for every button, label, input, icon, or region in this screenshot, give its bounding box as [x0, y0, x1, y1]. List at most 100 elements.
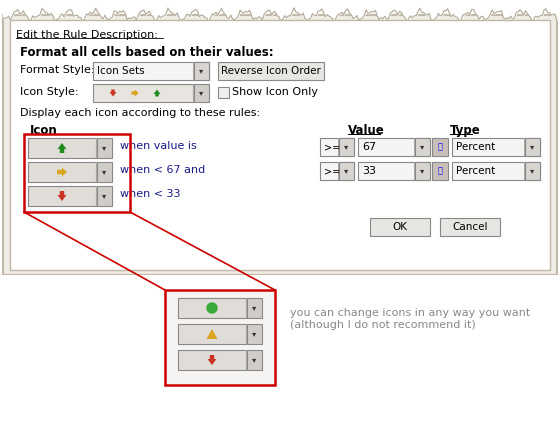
- Bar: [178, 324, 246, 344]
- Text: 33: 33: [362, 166, 376, 176]
- Bar: [96, 162, 97, 182]
- Text: ▾: ▾: [199, 88, 204, 98]
- Bar: [194, 62, 209, 80]
- Bar: [339, 138, 354, 156]
- Text: Show Icon Only: Show Icon Only: [232, 87, 318, 97]
- Polygon shape: [58, 191, 67, 201]
- Text: ▾: ▾: [102, 144, 106, 152]
- Bar: [358, 162, 430, 180]
- Text: ▾: ▾: [420, 166, 424, 176]
- Polygon shape: [110, 90, 116, 96]
- Bar: [247, 324, 262, 344]
- Text: ▾: ▾: [199, 67, 203, 75]
- Text: ▾: ▾: [253, 355, 256, 365]
- Bar: [525, 162, 540, 180]
- Bar: [414, 162, 415, 180]
- Text: Type: Type: [450, 124, 480, 137]
- Text: Edit the Rule Description:: Edit the Rule Description:: [16, 30, 158, 40]
- Text: ▾: ▾: [530, 166, 534, 176]
- Text: ▾: ▾: [344, 142, 348, 152]
- Text: you can change icons in any way you want
(although I do not recommend it): you can change icons in any way you want…: [290, 308, 530, 330]
- Bar: [414, 138, 415, 156]
- Bar: [165, 290, 275, 385]
- Text: ▾: ▾: [102, 168, 106, 176]
- Bar: [246, 350, 247, 370]
- Bar: [28, 138, 96, 158]
- Text: Reverse Icon Order: Reverse Icon Order: [221, 66, 321, 76]
- Circle shape: [207, 303, 217, 313]
- Bar: [193, 84, 194, 102]
- Bar: [28, 186, 96, 206]
- Bar: [432, 138, 448, 156]
- Text: Value: Value: [348, 124, 385, 137]
- Bar: [178, 350, 246, 370]
- Bar: [178, 298, 246, 318]
- Bar: [524, 162, 525, 180]
- Text: 🖉: 🖉: [437, 142, 442, 152]
- Text: Icon Sets: Icon Sets: [97, 66, 144, 76]
- Bar: [415, 162, 430, 180]
- Text: Display each icon according to these rules:: Display each icon according to these rul…: [20, 108, 260, 118]
- Text: Icon: Icon: [30, 124, 58, 137]
- Polygon shape: [153, 90, 161, 96]
- Text: ▾: ▾: [253, 304, 256, 312]
- Text: 67: 67: [362, 142, 376, 152]
- Text: >=: >=: [324, 142, 340, 152]
- Bar: [247, 350, 262, 370]
- Polygon shape: [132, 90, 138, 96]
- Text: Icon Style:: Icon Style:: [20, 87, 78, 97]
- Text: >=: >=: [324, 166, 340, 176]
- Bar: [93, 62, 209, 80]
- Bar: [218, 87, 229, 98]
- Bar: [320, 138, 354, 156]
- Bar: [246, 324, 247, 344]
- Text: Cancel: Cancel: [452, 222, 488, 232]
- Bar: [440, 218, 500, 236]
- Bar: [320, 162, 354, 180]
- Bar: [193, 62, 194, 80]
- Bar: [96, 186, 97, 206]
- Text: OK: OK: [393, 222, 408, 232]
- Bar: [247, 298, 262, 318]
- Text: ▾: ▾: [420, 142, 424, 152]
- Polygon shape: [58, 143, 67, 153]
- Text: Format Style:: Format Style:: [20, 65, 95, 75]
- Bar: [93, 84, 193, 102]
- Text: when < 33: when < 33: [120, 189, 180, 199]
- Bar: [338, 162, 339, 180]
- Text: when value is: when value is: [120, 141, 197, 151]
- Bar: [524, 138, 525, 156]
- Bar: [194, 84, 209, 102]
- Polygon shape: [57, 168, 67, 176]
- Bar: [452, 138, 540, 156]
- Bar: [96, 138, 97, 158]
- Bar: [452, 162, 540, 180]
- Polygon shape: [207, 329, 217, 339]
- Bar: [525, 138, 540, 156]
- Text: ▾: ▾: [102, 192, 106, 200]
- Text: Format all cells based on their values:: Format all cells based on their values:: [20, 46, 274, 59]
- Text: ▾: ▾: [344, 166, 348, 176]
- Bar: [97, 138, 112, 158]
- Bar: [24, 134, 130, 212]
- Bar: [97, 162, 112, 182]
- Bar: [370, 218, 430, 236]
- Bar: [0, 275, 560, 421]
- Bar: [97, 186, 112, 206]
- Bar: [338, 138, 339, 156]
- Text: Percent: Percent: [456, 142, 495, 152]
- Bar: [3, 15, 557, 275]
- Polygon shape: [208, 355, 217, 365]
- Bar: [339, 162, 354, 180]
- Bar: [10, 20, 550, 270]
- Text: 🖉: 🖉: [437, 166, 442, 176]
- Text: when < 67 and: when < 67 and: [120, 165, 206, 175]
- Bar: [358, 138, 430, 156]
- Bar: [415, 138, 430, 156]
- Text: ▾: ▾: [530, 142, 534, 152]
- Bar: [218, 62, 324, 80]
- Text: ▾: ▾: [253, 330, 256, 338]
- Bar: [432, 162, 448, 180]
- Text: Percent: Percent: [456, 166, 495, 176]
- Bar: [246, 298, 247, 318]
